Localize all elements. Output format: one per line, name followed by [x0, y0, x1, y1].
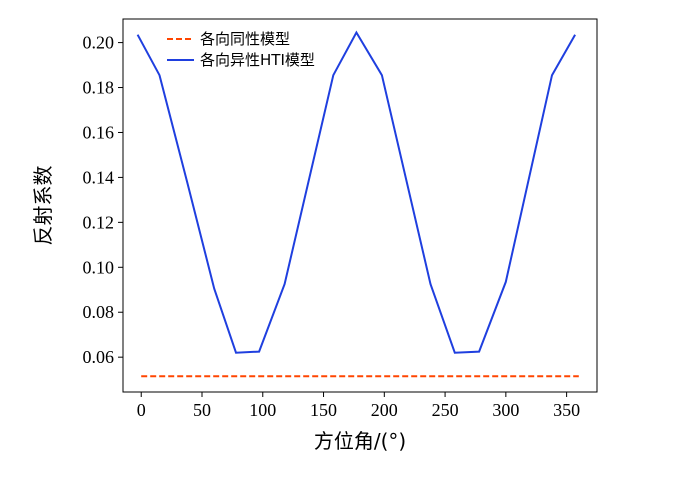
x-tick-label: 200 — [371, 400, 398, 420]
x-tick-label: 350 — [553, 400, 580, 420]
legend-label: 各向同性模型 — [200, 30, 290, 48]
x-tick-label: 250 — [432, 400, 459, 420]
x-axis-title: 方位角/(°) — [314, 429, 406, 453]
y-tick-label: 0.14 — [83, 167, 115, 187]
legend-label: 各向异性HTI模型 — [200, 51, 315, 69]
x-tick-label: 0 — [137, 400, 146, 420]
y-tick-label: 0.16 — [83, 122, 115, 142]
series-line-1 — [136, 30, 576, 354]
y-tick-label: 0.08 — [83, 302, 115, 322]
plot-marks — [136, 30, 579, 378]
y-axis: 0.06 0.08 0.10 0.12 0.14 0.16 0.18 0.20 — [83, 33, 123, 367]
y-axis-title: 反射系数 — [31, 166, 55, 246]
x-axis: 0 50 100 150 200 250 300 350 — [137, 392, 580, 420]
y-tick-label: 0.12 — [83, 212, 115, 232]
y-tick-label: 0.10 — [83, 257, 115, 277]
x-tick-label: 300 — [492, 400, 519, 420]
x-tick-label: 50 — [193, 400, 211, 420]
x-tick-label: 150 — [310, 400, 337, 420]
plot-frame — [122, 18, 598, 393]
y-tick-label: 0.06 — [83, 347, 115, 367]
y-tick-label: 0.20 — [83, 33, 115, 53]
y-tick-label: 0.18 — [83, 78, 115, 98]
x-tick-label: 100 — [249, 400, 276, 420]
